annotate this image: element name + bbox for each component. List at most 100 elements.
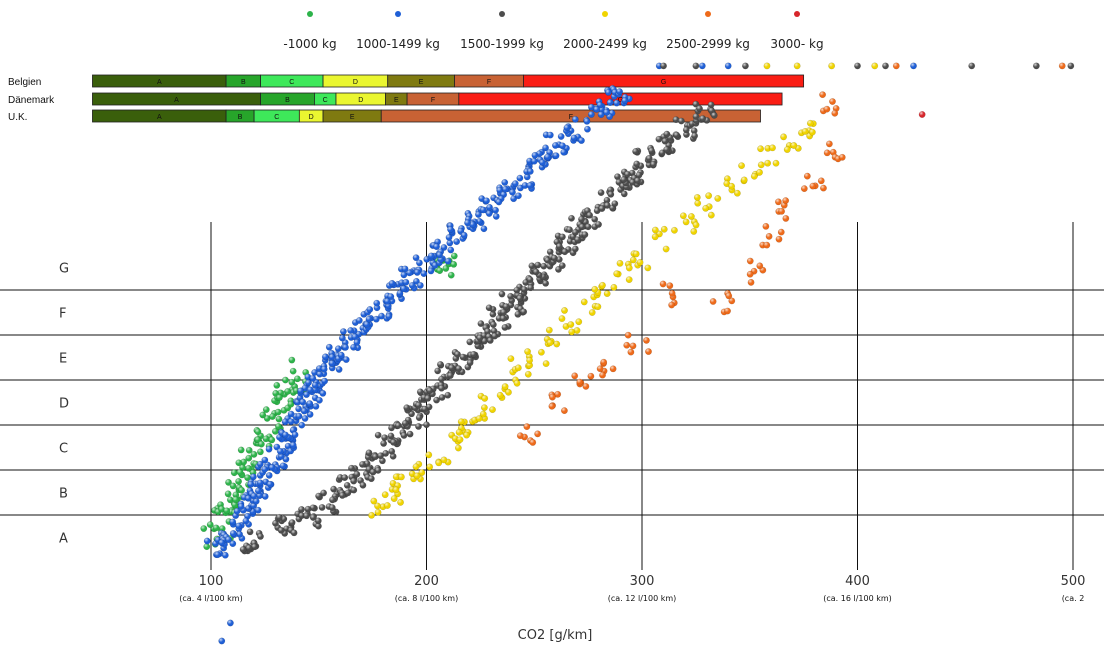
data-point: [450, 252, 458, 260]
data-point: [562, 323, 570, 330]
band-segment-label: D: [353, 79, 358, 86]
data-point: [801, 128, 809, 135]
data-point: [350, 343, 357, 351]
data-point: [502, 303, 510, 311]
data-point: [693, 194, 701, 201]
data-point: [406, 430, 414, 438]
data-point: [380, 440, 388, 447]
data-point: [531, 151, 539, 159]
data-point: [359, 481, 367, 489]
data-point: [498, 290, 506, 298]
data-point: [610, 283, 618, 291]
data-point: [769, 144, 776, 152]
legend-label: 1000-1499 kg: [356, 37, 440, 51]
data-point: [529, 439, 537, 446]
data-point: [223, 507, 231, 515]
data-point: [275, 513, 283, 521]
data-point: [571, 372, 579, 380]
data-point: [365, 315, 373, 323]
data-point: [609, 365, 617, 373]
data-point: [707, 101, 715, 109]
country-efficiency-bands: Belgien A B C D E F G Dänemark A B C D E F G U.K. A B C D E F: [8, 74, 805, 123]
data-point: [733, 189, 741, 197]
data-point: [515, 192, 522, 200]
data-point: [763, 62, 771, 70]
data-point: [444, 391, 452, 399]
data-point: [309, 514, 317, 521]
data-point: [261, 465, 269, 473]
data-point: [677, 117, 685, 125]
data-point: [584, 223, 592, 231]
data-point: [275, 423, 282, 430]
data-point: [282, 431, 289, 439]
data-point: [224, 490, 232, 498]
data-point: [304, 373, 312, 381]
data-point: [516, 294, 524, 302]
data-point: [282, 376, 289, 384]
class-label: E: [59, 352, 67, 367]
data-point: [635, 171, 643, 179]
data-point: [1032, 62, 1040, 70]
data-point: [254, 506, 262, 514]
data-point: [526, 167, 534, 175]
data-point: [451, 435, 459, 443]
data-point: [389, 452, 397, 460]
data-point: [583, 117, 591, 125]
data-point: [203, 543, 211, 551]
data-point: [288, 378, 296, 386]
data-point: [595, 221, 602, 228]
data-point: [276, 447, 284, 455]
data-point: [513, 286, 521, 294]
data-point: [415, 401, 422, 409]
data-point: [455, 428, 463, 436]
data-point: [397, 498, 404, 506]
data-point: [828, 62, 836, 70]
data-point: [436, 361, 444, 368]
data-point: [671, 226, 678, 234]
data-point: [363, 321, 371, 328]
country-label: Belgien: [8, 77, 41, 88]
data-point: [777, 228, 785, 236]
data-point: [516, 432, 524, 440]
data-point: [436, 267, 444, 275]
data-point: [918, 111, 926, 118]
data-point: [413, 277, 420, 285]
data-point: [282, 455, 290, 463]
data-point: [728, 297, 736, 305]
data-point: [552, 142, 559, 149]
data-point: [242, 517, 250, 525]
data-point: [353, 338, 361, 346]
data-point: [523, 173, 531, 181]
data-point: [374, 431, 382, 439]
data-point: [724, 62, 732, 70]
data-point: [660, 62, 667, 70]
data-point: [513, 379, 521, 387]
data-point: [486, 337, 494, 344]
x-tick-sublabel: (ca. 2: [1062, 594, 1085, 603]
data-point: [746, 257, 754, 265]
data-point: [542, 360, 550, 367]
data-point: [245, 544, 253, 552]
data-point: [218, 637, 226, 645]
data-point: [416, 388, 424, 396]
data-point: [625, 264, 633, 272]
band-segment-label: E: [350, 114, 355, 121]
data-point: [714, 195, 722, 202]
data-point: [298, 506, 305, 513]
data-point: [268, 464, 276, 471]
data-point: [340, 328, 347, 335]
data-point: [271, 427, 279, 435]
band-segment-label: B: [238, 114, 243, 121]
data-point: [660, 225, 668, 233]
data-point: [557, 133, 565, 140]
data-point: [235, 477, 242, 485]
data-point: [433, 396, 440, 404]
data-point: [882, 62, 889, 70]
data-point: [573, 327, 581, 334]
data-point: [645, 154, 653, 162]
data-point: [342, 343, 349, 351]
data-point: [555, 242, 563, 250]
data-point: [367, 475, 375, 483]
data-point: [538, 159, 546, 166]
data-point: [256, 460, 264, 468]
